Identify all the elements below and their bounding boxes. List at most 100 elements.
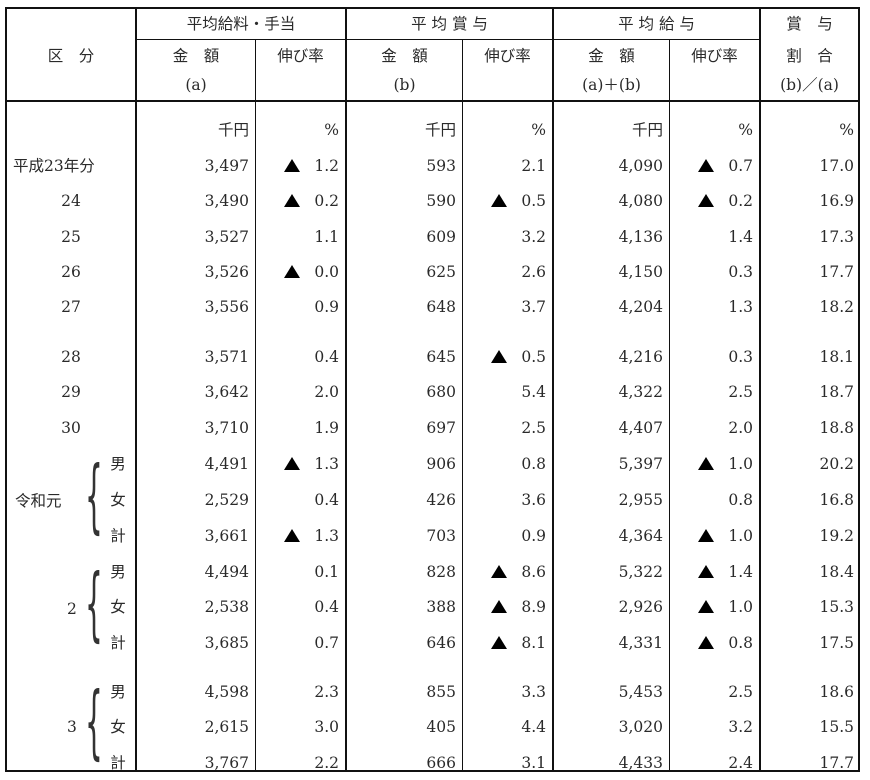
salary-growth: 0.4 — [256, 347, 339, 367]
salary-growth: 1.3 — [256, 454, 339, 474]
total-amount-value: 4,331 — [618, 634, 663, 652]
total-growth-value: 1.4 — [728, 563, 753, 581]
bonus-ratio-value: 20.2 — [819, 455, 854, 473]
total-growth-value: 0.7 — [728, 157, 753, 175]
bonus-ratio-value: 18.7 — [819, 383, 854, 401]
bonus-growth: 0.8 — [463, 454, 546, 474]
total-growth: 1.0 — [670, 526, 753, 546]
row-label-value: 平成23年分 — [13, 157, 95, 175]
bonus-ratio: 16.8 — [761, 490, 854, 510]
header-growth-a: 伸び率 — [277, 47, 324, 65]
divider — [552, 9, 554, 770]
negative-triangle-icon — [284, 159, 301, 172]
bonus-amount: 680 — [347, 382, 456, 402]
bonus-amount-value: 697 — [426, 419, 456, 437]
brace-icon: { — [85, 675, 103, 768]
total-amount-value: 3,020 — [618, 718, 663, 736]
unit-yen: 千円 — [217, 121, 249, 139]
row-label-value: 女 — [110, 718, 126, 736]
row-label-value: 29 — [61, 383, 81, 401]
bonus-growth-value: 3.2 — [521, 228, 546, 246]
row-label: 男 — [105, 682, 131, 702]
salary-growth-value: 0.4 — [314, 491, 339, 509]
salary-growth-value: 0.9 — [314, 298, 339, 316]
header-amount-a: 金 額 — [172, 47, 220, 65]
salary-growth: 2.3 — [256, 682, 339, 702]
bonus-ratio-value: 18.4 — [819, 563, 854, 581]
bonus-growth: 8.9 — [463, 597, 546, 617]
salary-amount: 3,710 — [137, 418, 249, 438]
bonus-amount: 609 — [347, 227, 456, 247]
unit-yen: 千円 — [631, 121, 663, 139]
bonus-growth-value: 2.5 — [521, 419, 546, 437]
unit-pct: % — [531, 121, 546, 139]
total-growth: 1.0 — [670, 597, 753, 617]
salary-amount: 3,767 — [137, 753, 249, 773]
salary-growth: 1.1 — [256, 227, 339, 247]
negative-triangle-icon — [698, 194, 715, 207]
row-label-value: 27 — [61, 298, 81, 316]
total-amount-value: 4,204 — [618, 298, 663, 316]
total-growth-value: 2.4 — [728, 754, 753, 772]
total-growth: 0.8 — [670, 490, 753, 510]
bonus-growth: 0.9 — [463, 526, 546, 546]
bonus-amount: 855 — [347, 682, 456, 702]
bonus-amount-value: 388 — [426, 598, 456, 616]
total-growth-value: 2.5 — [728, 383, 753, 401]
salary-growth: 0.7 — [256, 633, 339, 653]
divider — [7, 100, 858, 102]
brace-icon: { — [85, 449, 103, 542]
brace-icon: { — [85, 557, 103, 650]
row-label-value: 24 — [61, 192, 81, 210]
bonus-amount: 666 — [347, 753, 456, 773]
bonus-ratio: 18.2 — [761, 297, 854, 317]
row-label: 計 — [105, 633, 131, 653]
salary-amount-value: 3,497 — [204, 157, 249, 175]
bonus-amount: 590 — [347, 191, 456, 211]
divider — [345, 9, 347, 770]
negative-triangle-icon — [284, 457, 301, 470]
bonus-growth-value: 0.5 — [521, 348, 546, 366]
negative-triangle-icon — [491, 350, 508, 363]
salary-growth-value: 1.1 — [314, 228, 339, 246]
negative-triangle-icon — [284, 265, 301, 278]
salary-amount-value: 2,538 — [204, 598, 249, 616]
bonus-growth: 3.2 — [463, 227, 546, 247]
salary-growth-value: 2.3 — [314, 683, 339, 701]
bonus-growth-value: 3.7 — [521, 298, 546, 316]
bonus-amount: 828 — [347, 562, 456, 582]
bonus-growth: 3.1 — [463, 753, 546, 773]
salary-amount: 3,490 — [137, 191, 249, 211]
total-growth-value: 0.3 — [728, 263, 753, 281]
row-label: 26 — [7, 262, 135, 282]
bonus-growth: 8.6 — [463, 562, 546, 582]
bonus-growth-value: 4.4 — [521, 718, 546, 736]
salary-amount-value: 4,494 — [204, 563, 249, 581]
divider — [135, 39, 759, 40]
total-amount-value: 5,397 — [618, 455, 663, 473]
salary-amount-value: 3,527 — [204, 228, 249, 246]
row-label: 24 — [7, 191, 135, 211]
total-amount: 4,150 — [554, 262, 663, 282]
total-amount: 4,322 — [554, 382, 663, 402]
negative-triangle-icon — [698, 529, 715, 542]
total-amount-value: 4,407 — [618, 419, 663, 437]
row-label: 28 — [7, 347, 135, 367]
bonus-ratio-value: 16.8 — [819, 491, 854, 509]
salary-amount-value: 3,556 — [204, 298, 249, 316]
bonus-amount: 593 — [347, 156, 456, 176]
bonus-growth: 5.4 — [463, 382, 546, 402]
bonus-growth-value: 3.3 — [521, 683, 546, 701]
bonus-ratio-value: 17.7 — [819, 263, 854, 281]
total-amount: 5,322 — [554, 562, 663, 582]
row-label: 女 — [105, 490, 131, 510]
total-growth: 1.3 — [670, 297, 753, 317]
bonus-ratio: 17.3 — [761, 227, 854, 247]
header-sub-ab: (a)＋(b) — [582, 76, 641, 94]
row-label-value: 女 — [110, 491, 126, 509]
total-amount: 2,955 — [554, 490, 663, 510]
total-growth-value: 1.0 — [728, 598, 753, 616]
salary-growth-value: 1.3 — [314, 455, 339, 473]
unit-yen: 千円 — [424, 121, 456, 139]
salary-growth: 1.9 — [256, 418, 339, 438]
